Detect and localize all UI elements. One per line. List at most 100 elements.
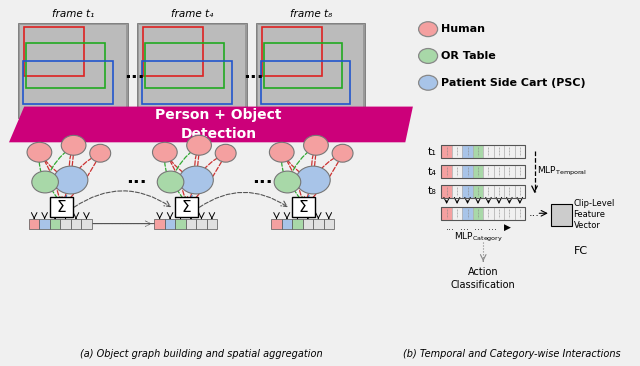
Bar (165, 219, 175, 229)
FancyBboxPatch shape (139, 25, 244, 116)
FancyBboxPatch shape (175, 197, 198, 217)
Text: $\Sigma$: $\Sigma$ (298, 199, 309, 215)
Bar (303, 219, 313, 229)
Bar (493, 145, 504, 158)
Bar (452, 165, 462, 178)
Bar (504, 165, 515, 178)
Text: MLP$_{\rm Temporal}$: MLP$_{\rm Temporal}$ (538, 165, 587, 178)
FancyBboxPatch shape (50, 197, 73, 217)
Bar (145, 43, 223, 88)
Bar (175, 219, 186, 229)
FancyBboxPatch shape (20, 25, 126, 116)
Bar (515, 145, 525, 158)
Text: (b) Temporal and Category-wise Interactions: (b) Temporal and Category-wise Interacti… (403, 349, 621, 359)
Bar (473, 145, 483, 158)
Bar (271, 219, 282, 229)
Text: ...: ... (243, 64, 264, 82)
Bar (483, 207, 493, 220)
Ellipse shape (419, 49, 438, 63)
FancyBboxPatch shape (258, 25, 364, 116)
Bar (196, 219, 207, 229)
Bar (442, 165, 452, 178)
Bar (452, 185, 462, 198)
Bar (442, 185, 525, 198)
Bar (262, 27, 322, 76)
Text: Clip-Level
Feature
Vector: Clip-Level Feature Vector (573, 199, 615, 230)
Text: $\Sigma$: $\Sigma$ (56, 199, 67, 215)
FancyBboxPatch shape (256, 23, 365, 117)
Bar (40, 219, 50, 229)
Text: Person + Object
Detection: Person + Object Detection (156, 108, 282, 141)
Bar (442, 207, 525, 220)
Bar (324, 219, 334, 229)
Ellipse shape (187, 135, 211, 155)
Bar (143, 27, 203, 76)
Bar (493, 185, 504, 198)
Bar (493, 207, 504, 220)
Bar (81, 219, 92, 229)
Bar (504, 185, 515, 198)
Text: OR Table: OR Table (442, 51, 496, 61)
Bar (29, 219, 40, 229)
Ellipse shape (32, 171, 58, 193)
Bar (26, 43, 105, 88)
Ellipse shape (54, 166, 88, 194)
Bar (515, 185, 525, 198)
Text: FC: FC (573, 246, 588, 257)
Bar (207, 219, 217, 229)
Bar (313, 219, 324, 229)
Text: ...: ... (124, 64, 145, 82)
Bar (452, 145, 462, 158)
Ellipse shape (90, 144, 111, 162)
Bar (493, 165, 504, 178)
Ellipse shape (419, 22, 438, 37)
Bar (462, 145, 473, 158)
Ellipse shape (332, 144, 353, 162)
Ellipse shape (179, 166, 213, 194)
Ellipse shape (215, 144, 236, 162)
Text: Human: Human (442, 24, 485, 34)
Bar (23, 61, 113, 104)
Text: t₁: t₁ (428, 147, 436, 157)
Ellipse shape (269, 142, 294, 162)
Bar (24, 27, 84, 76)
Text: ...  ...  ...  ...  $\blacktriangleright$: ... ... ... ... $\blacktriangleright$ (445, 223, 513, 233)
Text: Action
Classification: Action Classification (451, 267, 516, 290)
FancyBboxPatch shape (138, 23, 246, 117)
Bar (442, 207, 452, 220)
Ellipse shape (152, 142, 177, 162)
Bar (452, 207, 462, 220)
Bar (504, 145, 515, 158)
Text: frame t₁: frame t₁ (52, 9, 94, 19)
Bar (71, 219, 81, 229)
Bar (462, 185, 473, 198)
Bar (60, 219, 71, 229)
Text: Patient Side Cart (PSC): Patient Side Cart (PSC) (442, 78, 586, 88)
Ellipse shape (157, 171, 184, 193)
Text: ...: ... (126, 169, 147, 187)
Bar (442, 145, 452, 158)
Bar (483, 165, 493, 178)
Bar (483, 145, 493, 158)
Bar (154, 219, 165, 229)
Bar (142, 61, 232, 104)
Ellipse shape (274, 171, 301, 193)
Bar (515, 165, 525, 178)
Bar (442, 145, 525, 158)
Bar (504, 207, 515, 220)
Bar (50, 219, 60, 229)
Bar (264, 43, 342, 88)
Text: frame t₈: frame t₈ (290, 9, 332, 19)
Text: ...: ... (529, 208, 540, 218)
Text: MLP$_{\rm Category}$: MLP$_{\rm Category}$ (454, 231, 503, 244)
Ellipse shape (303, 135, 328, 155)
Bar (442, 165, 525, 178)
Text: $\Sigma$: $\Sigma$ (181, 199, 192, 215)
Text: t₄: t₄ (428, 167, 436, 176)
Bar (282, 219, 292, 229)
Bar (483, 185, 493, 198)
Text: frame t₄: frame t₄ (171, 9, 213, 19)
Ellipse shape (61, 135, 86, 155)
Bar (261, 61, 351, 104)
Bar (515, 207, 525, 220)
